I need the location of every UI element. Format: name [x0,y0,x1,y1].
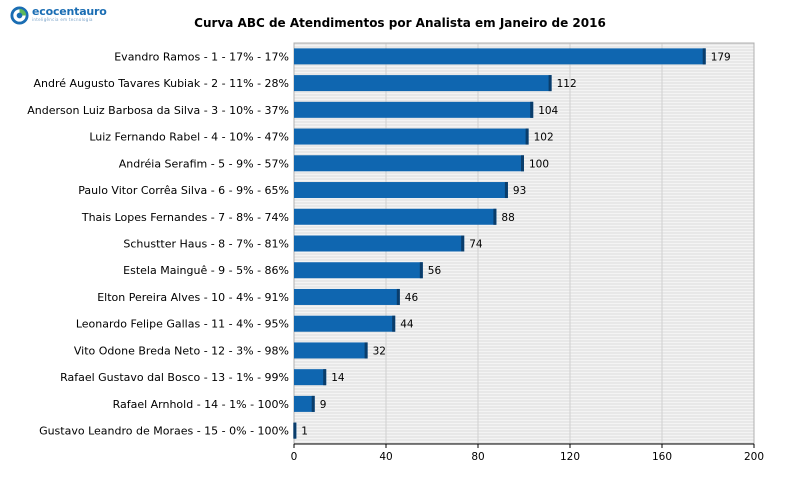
bar-edge [419,262,423,279]
data-label: 44 [400,319,414,331]
bar-edge [525,128,529,145]
category-label: Estela Mainguê - 9 - 5% - 86% [123,264,289,277]
data-label: 104 [538,105,558,117]
data-label: 102 [534,132,554,144]
bar [294,288,400,305]
bar [294,75,552,92]
bar-edge [293,422,297,439]
chart-title: Curva ABC de Atendimentos por Analista e… [194,16,606,30]
x-tick-label: 0 [291,451,298,463]
category-label: Vito Odone Breda Neto - 12 - 3% - 98% [74,344,289,357]
category-label: Schustter Haus - 8 - 7% - 81% [123,238,289,251]
bar [294,315,396,332]
bar [294,369,327,386]
data-label: 46 [405,292,419,304]
bar-edge [521,155,524,172]
data-label: 56 [428,265,442,277]
data-label: 179 [711,51,731,63]
category-label: Rafael Gustavo dal Bosco - 13 - 1% - 99% [60,371,289,384]
bar-edge [311,395,315,412]
data-label: 88 [501,212,514,224]
x-tick-label: 160 [652,451,672,463]
bar [294,155,524,172]
category-label: Andréia Serafim - 5 - 9% - 57% [119,157,289,170]
bar-edge [392,315,396,332]
data-label: 32 [373,345,386,357]
category-label: Leonardo Felipe Gallas - 11 - 4% - 95% [76,318,289,331]
data-label: 14 [331,372,345,384]
category-label: Luiz Fernando Rabel - 4 - 10% - 47% [89,131,289,144]
bar-edge [530,101,534,118]
bar-edge [548,75,552,92]
x-tick-label: 40 [379,451,392,463]
category-label: Paulo Vitor Corrêa Silva - 6 - 9% - 65% [78,184,289,197]
bar-edge [323,369,327,386]
logo-name: ecocentauro [32,5,107,18]
x-tick-label: 200 [744,451,764,463]
data-label: 74 [469,239,483,251]
bar-edge [364,342,368,359]
bar-edge [504,182,508,199]
bar [294,182,508,199]
x-tick-label: 120 [560,451,580,463]
logo: ecocentauro inteligência em tecnologia [10,6,107,25]
bar [294,128,529,145]
bar-edge [493,208,497,225]
bar [294,342,368,359]
bar [294,208,497,225]
logo-tagline: inteligência em tecnologia [32,17,93,22]
category-label: Elton Pereira Alves - 10 - 4% - 91% [97,291,289,304]
bar [294,395,315,412]
category-label: Thais Lopes Fernandes - 7 - 8% - 74% [81,211,289,224]
data-label: 93 [513,185,526,197]
bar [294,48,706,65]
bar [294,262,423,279]
data-label: 100 [529,158,549,170]
bar-edge [702,48,706,65]
x-tick-label: 80 [471,451,484,463]
bar [294,101,534,118]
ecocentauro-logo-icon [10,6,29,25]
data-label: 1 [301,426,308,438]
bar-edge [396,288,400,305]
category-label: Anderson Luiz Barbosa da Silva - 3 - 10%… [27,104,289,117]
bar [294,235,465,252]
data-label: 9 [320,399,327,411]
category-label: André Augusto Tavares Kubiak - 2 - 11% -… [34,77,289,90]
data-label: 112 [557,78,577,90]
category-label: Rafael Arnhold - 14 - 1% - 100% [113,398,289,411]
category-label: Evandro Ramos - 1 - 17% - 17% [114,50,289,63]
category-label: Gustavo Leandro de Moraes - 15 - 0% - 10… [39,425,289,438]
bar-edge [461,235,465,252]
